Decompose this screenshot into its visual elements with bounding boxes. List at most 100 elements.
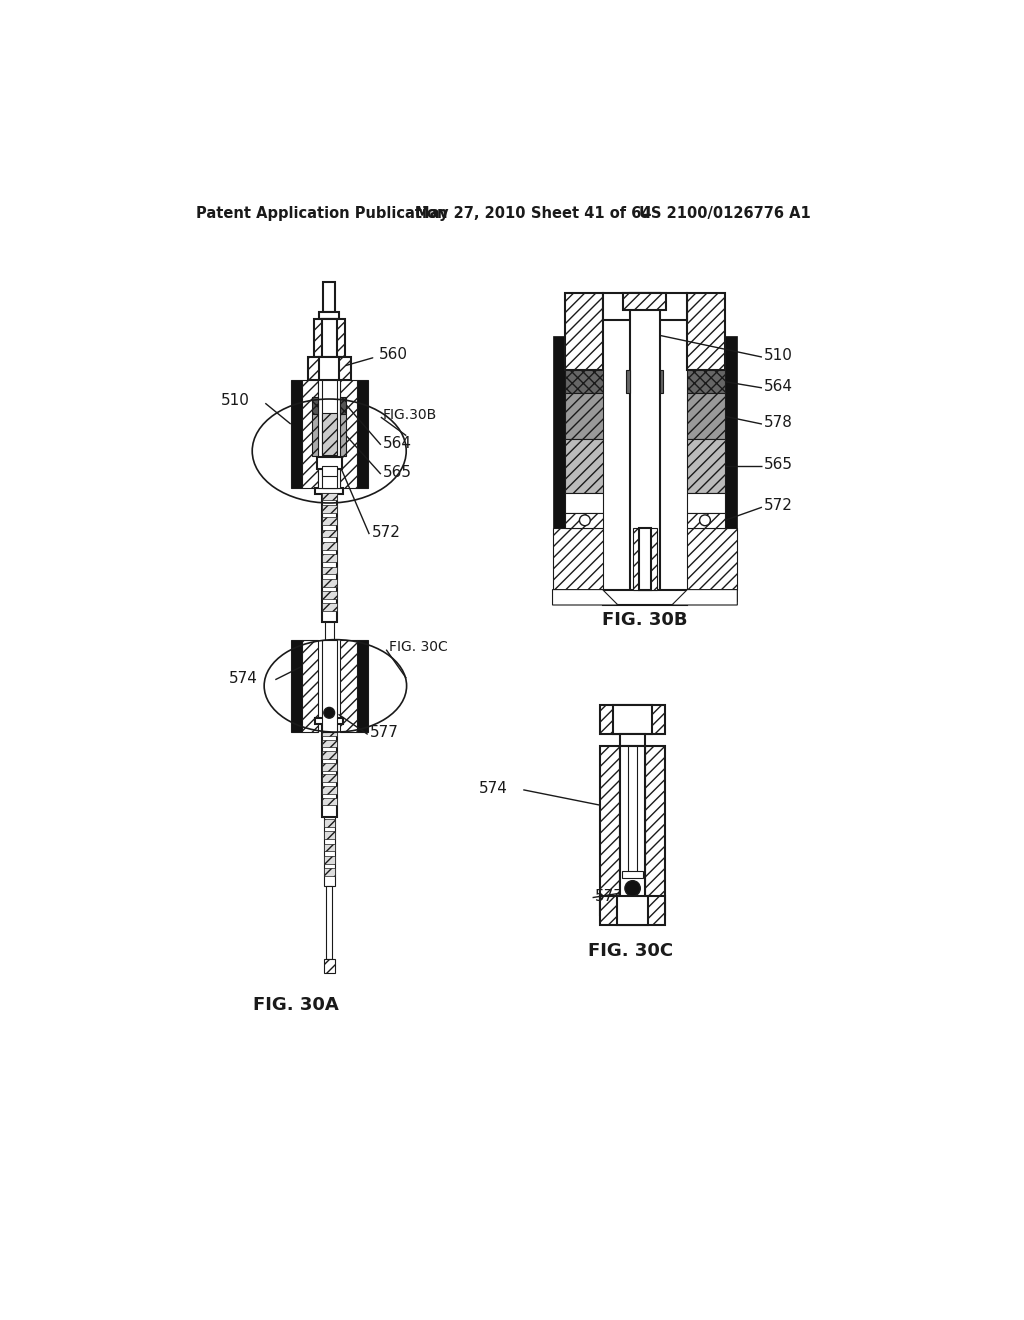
Text: 564: 564 [383,436,412,451]
Text: 564: 564 [764,379,794,393]
Bar [725,335,737,601]
Text: US 2100/0126776 A1: US 2100/0126776 A1 [639,206,811,222]
Text: 574: 574 [479,780,508,796]
Bar [322,566,337,574]
Bar [565,512,603,528]
Bar [630,293,660,601]
Bar [325,622,334,644]
Bar [319,313,339,318]
Bar [624,293,667,310]
Bar [600,746,621,915]
Text: 565: 565 [383,465,412,480]
Bar [322,785,337,793]
Bar [600,896,665,925]
Bar [301,640,318,733]
Bar [553,528,603,590]
Circle shape [699,515,711,525]
Bar [319,358,339,380]
Bar [565,494,603,512]
Bar [340,380,357,488]
Text: 510: 510 [764,348,794,363]
Polygon shape [553,590,617,605]
Bar [565,293,603,370]
Bar [301,380,318,488]
Bar [324,843,335,851]
Polygon shape [672,590,737,605]
Bar [686,370,725,393]
Bar [686,440,725,494]
Bar [322,751,337,759]
Bar [291,640,301,733]
Bar [686,494,725,512]
Bar [340,414,346,457]
Bar [322,380,337,488]
Bar [326,886,333,960]
Circle shape [324,708,335,718]
Bar [628,746,637,873]
Bar [622,871,643,878]
Bar [322,543,337,549]
Text: 577: 577 [595,888,624,904]
Bar [603,293,686,321]
Bar [316,457,342,470]
Bar [357,640,368,733]
Text: 565: 565 [764,457,794,473]
Bar [315,488,343,494]
Bar [322,763,337,771]
Bar [600,705,665,734]
Bar [322,725,337,817]
Bar [565,370,603,393]
Bar [307,358,351,380]
Bar [602,590,687,605]
Bar [315,718,343,725]
Bar [322,554,337,562]
Bar [645,746,665,915]
Text: FIG. 30C: FIG. 30C [388,640,447,655]
Text: 572: 572 [764,498,794,513]
Bar [324,817,335,886]
Bar [357,380,368,488]
Bar [324,869,335,876]
Bar [324,832,335,840]
Text: FIG. 30A: FIG. 30A [253,997,339,1014]
Text: FIG.30B: FIG.30B [383,408,437,422]
Bar [660,370,664,393]
Text: Sheet 41 of 64: Sheet 41 of 64 [531,206,651,222]
Bar [318,380,340,488]
Bar [322,412,337,455]
Bar [322,506,337,512]
Bar [312,414,318,457]
Bar [323,281,336,313]
Bar [322,739,337,747]
Circle shape [580,515,590,525]
Bar [613,705,652,734]
Bar [565,393,603,440]
Bar [322,591,337,599]
Bar [340,397,346,414]
Bar [621,734,645,746]
Bar [322,640,337,733]
Bar [322,797,337,805]
Bar [627,370,630,393]
Bar [322,480,337,488]
Bar [312,397,318,414]
Bar [633,528,657,590]
Bar [322,517,337,525]
Bar [617,896,648,925]
Text: 578: 578 [764,414,794,430]
Text: 574: 574 [228,671,258,685]
Text: 560: 560 [379,347,408,362]
Bar [324,818,335,826]
Bar [686,528,737,590]
Bar [686,293,725,370]
Bar [322,529,337,537]
Text: FIG. 30B: FIG. 30B [602,611,688,630]
Bar [322,729,337,737]
Bar [322,475,337,622]
Bar [686,393,725,440]
Bar [322,603,337,611]
Bar [324,960,335,973]
Bar [639,528,651,590]
Text: 572: 572 [372,525,400,540]
Bar [340,640,357,733]
